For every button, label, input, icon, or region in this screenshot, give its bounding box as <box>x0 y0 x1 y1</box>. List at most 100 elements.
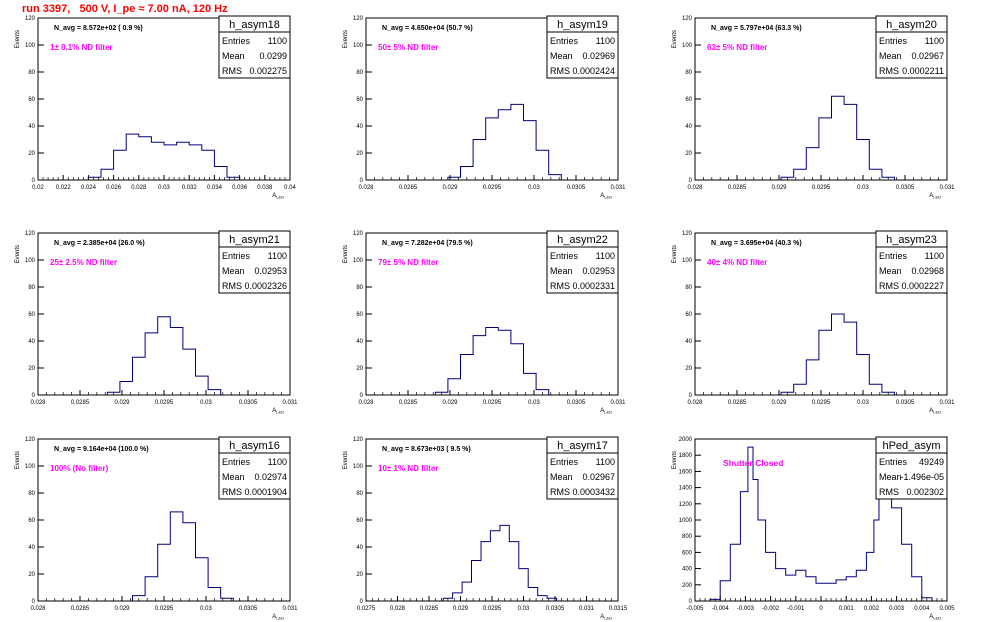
y-tick-label: 60 <box>28 97 35 103</box>
filter-label: 79± 5% ND filter <box>378 258 438 267</box>
y-tick-label: 80 <box>356 285 363 291</box>
stats-label-rms: RMS <box>222 66 242 76</box>
stats-box <box>218 246 291 294</box>
x-tick-label: 0.0305 <box>896 185 915 191</box>
stats-value-entries: 1100 <box>268 457 287 467</box>
y-tick-label: 1200 <box>679 502 693 508</box>
x-tick-label: 0.034 <box>207 185 223 191</box>
histogram-line <box>780 313 895 395</box>
stats-label-entries: Entries <box>550 251 579 261</box>
x-tick-label: 0.022 <box>56 185 72 191</box>
stats-value-mean: 0.02974 <box>254 472 287 482</box>
x-tick-label: 0.0295 <box>483 185 502 191</box>
stats-value-entries: 1100 <box>268 36 287 46</box>
histogram-line <box>87 133 241 180</box>
x-tick-label: 0.0295 <box>155 400 174 406</box>
filter-label: 25± 2.5% ND filter <box>50 258 117 267</box>
y-tick-label: 100 <box>682 258 693 264</box>
y-tick-label: 1000 <box>679 518 693 524</box>
filter-label: 63± 5% ND filter <box>707 43 767 52</box>
y-tick-label: 60 <box>685 97 692 103</box>
x-tick-label: 0.0285 <box>728 400 747 406</box>
histogram-panel-h_asym19: 0.028 0.0285 0.029 0.0295 0.03 0.0305 0.031 0 20… <box>343 15 626 200</box>
x-tick-label: 0.028 <box>358 185 374 191</box>
x-tick-label: 0.03 <box>528 185 540 191</box>
x-tick-label: 0.031 <box>579 606 595 612</box>
stats-value-mean: 0.02969 <box>582 51 615 61</box>
x-tick-label: 0.031 <box>610 185 626 191</box>
stats-box <box>546 31 619 79</box>
n-avg-label: N_avg = 2.385e+04 (26.0 %) <box>54 240 145 247</box>
y-tick-label: 100 <box>353 464 364 470</box>
x-tick-label: 0.028 <box>687 185 703 191</box>
histogram-line <box>132 511 234 601</box>
stats-value-mean: -1.496e-05 <box>900 472 944 482</box>
y-tick-label: 80 <box>28 491 35 497</box>
histogram-title: h_asym18 <box>229 19 280 31</box>
stats-value-rms: 0.0002211 <box>902 66 944 76</box>
x-tick-label: 0.005 <box>939 606 955 612</box>
n-avg-label: N_avg = 4.650e+04 (50.7 %) <box>382 25 473 32</box>
stats-label-entries: Entries <box>879 251 908 261</box>
y-tick-label: 200 <box>682 583 693 589</box>
x-tick-label: 0.03 <box>158 185 170 191</box>
y-tick-label: 40 <box>28 339 35 345</box>
y-tick-label: 80 <box>28 285 35 291</box>
x-tick-label: 0.04 <box>284 185 296 191</box>
x-tick-label: 0.029 <box>442 400 458 406</box>
x-tick-label: 0.028 <box>30 400 46 406</box>
stats-value-rms: 0.002275 <box>249 66 287 76</box>
x-tick-label: 0.0285 <box>71 606 90 612</box>
n-avg-label: N_avg = 3.695e+04 (40.3 %) <box>711 240 802 247</box>
n-avg-label: N_avg = 8.572e+02 ( 0.9 %) <box>54 25 143 32</box>
y-tick-label: 120 <box>353 231 364 237</box>
y-tick-label: 80 <box>685 285 692 291</box>
run-title: run 3397, 500 V, I_pe ≈ 7.00 nA, 120 Hz <box>22 3 228 15</box>
stats-label-entries: Entries <box>550 36 579 46</box>
x-tick-label: 0.031 <box>610 400 626 406</box>
x-tick-label: -0.003 <box>737 606 755 612</box>
stats-label-mean: Mean <box>879 51 902 61</box>
stats-value-mean: 0.0299 <box>259 51 287 61</box>
filter-label: 40± 4% ND filter <box>707 258 767 267</box>
y-tick-label: 120 <box>25 231 36 237</box>
stats-label-mean: Mean <box>222 266 245 276</box>
stats-label-rms: RMS <box>879 281 899 291</box>
y-tick-label: 40 <box>356 339 363 345</box>
stats-label-entries: Entries <box>879 457 908 467</box>
stats-value-entries: 1100 <box>268 251 287 261</box>
stats-label-rms: RMS <box>222 487 242 497</box>
stats-value-entries: 1100 <box>596 251 615 261</box>
stats-label-rms: RMS <box>222 281 242 291</box>
y-tick-label: 20 <box>28 151 35 157</box>
shutter-annotation: Shutter Closed <box>723 458 783 468</box>
stats-value-mean: 0.02968 <box>911 266 944 276</box>
stats-label-entries: Entries <box>222 251 251 261</box>
x-tick-label: 0.029 <box>453 606 469 612</box>
x-tick-label: 0.024 <box>81 185 97 191</box>
y-tick-label: 120 <box>25 16 36 22</box>
y-tick-label: 40 <box>685 124 692 130</box>
x-tick-label: -0.005 <box>686 606 704 612</box>
x-tick-label: 0.03 <box>518 606 530 612</box>
x-tick-label: 0.002 <box>864 606 880 612</box>
histogram-panel-h_asym16: 0.028 0.0285 0.029 0.0295 0.03 0.0305 0.031 0 20… <box>15 436 298 621</box>
x-axis-title: ALED <box>929 408 941 415</box>
y-tick-label: 0 <box>32 178 36 184</box>
y-axis-title: Events <box>15 245 21 263</box>
y-tick-label: 60 <box>356 518 363 524</box>
y-tick-label: 120 <box>353 16 364 22</box>
y-tick-label: 100 <box>25 258 36 264</box>
y-tick-label: 0 <box>360 393 364 399</box>
y-tick-label: 0 <box>689 178 693 184</box>
stats-label-entries: Entries <box>222 36 251 46</box>
y-tick-label: 0 <box>360 178 364 184</box>
x-tick-label: 0.0295 <box>483 400 502 406</box>
x-tick-label: 0.031 <box>282 606 298 612</box>
x-tick-label: 0.028 <box>358 400 374 406</box>
x-tick-label: 0.0305 <box>567 400 586 406</box>
histogram-title: hPed_asym <box>882 440 940 452</box>
filter-label: 100% (No filter) <box>50 464 109 473</box>
filter-label: 1± 0.1% ND filter <box>50 43 113 52</box>
x-tick-label: 0.0295 <box>812 400 831 406</box>
